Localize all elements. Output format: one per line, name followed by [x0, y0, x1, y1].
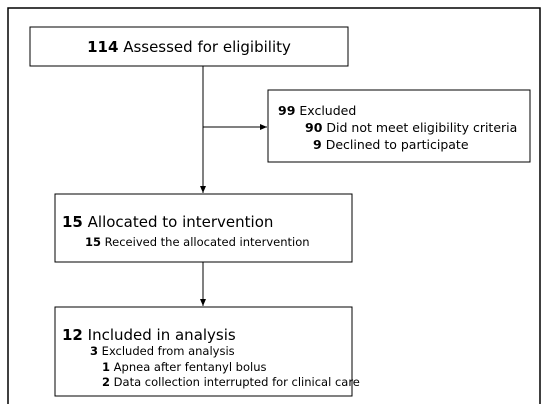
box-line: 12 Included in analysis [62, 326, 236, 344]
box-line: 15 Received the allocated intervention [85, 235, 310, 249]
label: Included in analysis [88, 326, 236, 344]
label: Data collection interrupted for clinical… [114, 375, 360, 389]
count: 3 [90, 344, 98, 358]
label: Apnea after fentanyl bolus [114, 360, 267, 374]
count: 1 [102, 360, 110, 374]
label: Received the allocated intervention [105, 235, 310, 249]
box-line: 114 Assessed for eligibility [87, 38, 291, 56]
label: Excluded from analysis [102, 344, 235, 358]
label: Excluded [299, 103, 356, 118]
count: 12 [62, 326, 83, 344]
box [54, 306, 353, 397]
box-line: 1 Apnea after fentanyl bolus [102, 360, 267, 374]
label: Allocated to intervention [88, 213, 274, 231]
box [29, 26, 349, 67]
box-line: 15 Allocated to intervention [62, 213, 273, 231]
count: 99 [278, 103, 295, 118]
box [267, 89, 531, 163]
box-line: 99 Excluded [278, 103, 356, 118]
label: Declined to participate [326, 137, 469, 152]
count: 2 [102, 375, 110, 389]
box-line: 90 Did not meet eligibility criteria [305, 120, 517, 135]
count: 9 [313, 137, 322, 152]
box-line: 2 Data collection interrupted for clinic… [102, 375, 360, 389]
label: Did not meet eligibility criteria [326, 120, 517, 135]
count: 15 [62, 213, 83, 231]
count: 90 [305, 120, 323, 135]
frame [7, 7, 541, 404]
label: Assessed for eligibility [123, 38, 291, 56]
count: 114 [87, 38, 118, 56]
count: 15 [85, 235, 101, 249]
box-line: 3 Excluded from analysis [90, 344, 235, 358]
box-line: 9 Declined to participate [313, 137, 469, 152]
box [54, 193, 353, 263]
